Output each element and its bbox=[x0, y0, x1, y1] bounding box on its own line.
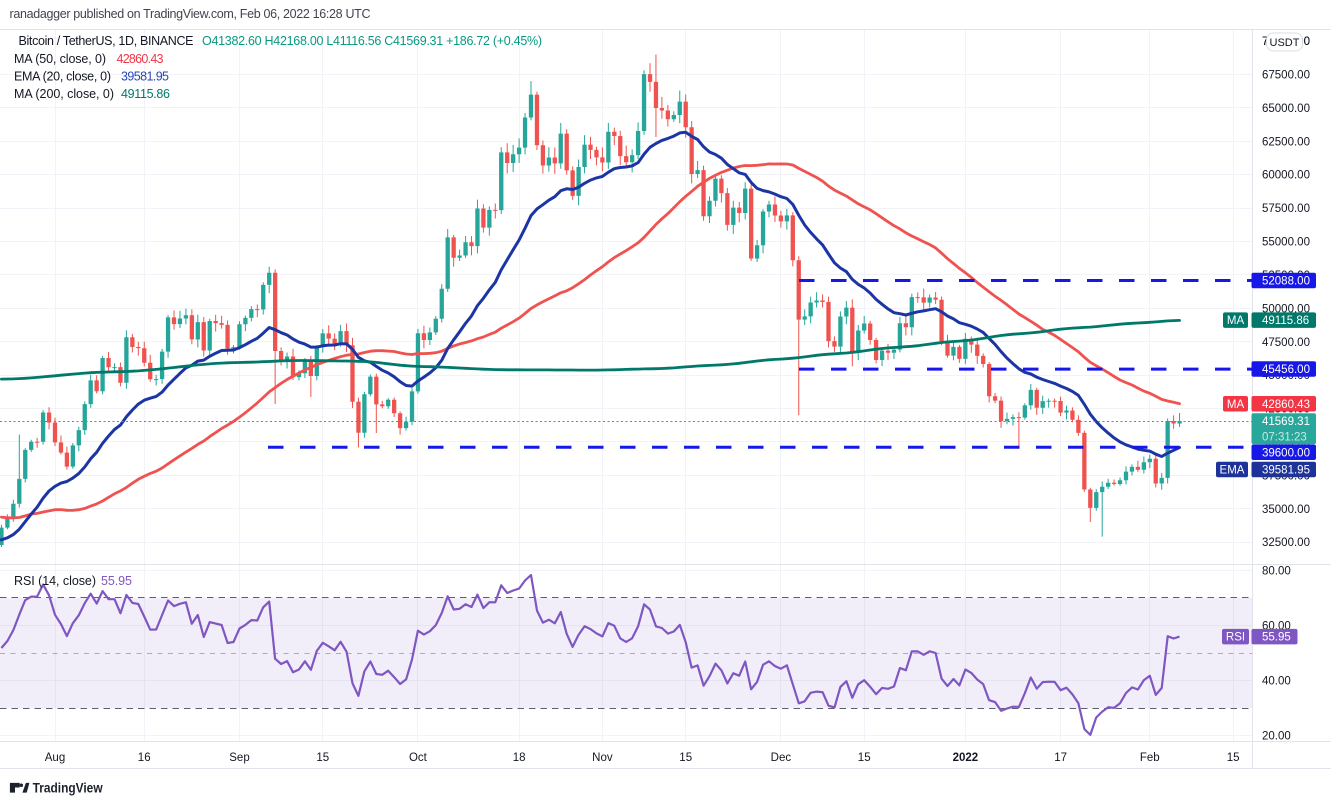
svg-text:20.00: 20.00 bbox=[1262, 731, 1291, 743]
svg-text:42860.43: 42860.43 bbox=[117, 52, 164, 66]
svg-text:55.95: 55.95 bbox=[101, 574, 132, 588]
svg-text:45456.00: 45456.00 bbox=[1262, 364, 1310, 376]
svg-text:17: 17 bbox=[1054, 752, 1067, 764]
svg-text:EMA: EMA bbox=[1220, 464, 1245, 476]
svg-text:15: 15 bbox=[1227, 752, 1240, 764]
svg-text:Nov: Nov bbox=[592, 752, 613, 764]
svg-text:MA (50, close, 0): MA (50, close, 0) bbox=[14, 52, 106, 66]
svg-text:O41382.60 H42168.00 L41116.5: O41382.60 H42168.00 L41116.56 C41569.31 … bbox=[202, 34, 542, 48]
svg-text:42860.43: 42860.43 bbox=[1262, 399, 1310, 411]
svg-text:Dec: Dec bbox=[771, 752, 792, 764]
svg-text:62500.00: 62500.00 bbox=[1262, 136, 1310, 148]
svg-text:39581.95: 39581.95 bbox=[1262, 464, 1310, 476]
svg-text:40.00: 40.00 bbox=[1262, 676, 1291, 688]
svg-text:52088.00: 52088.00 bbox=[1262, 276, 1310, 288]
svg-text:2022: 2022 bbox=[953, 752, 979, 764]
svg-text:MA (200, close, 0): MA (200, close, 0) bbox=[14, 87, 114, 101]
svg-text:15: 15 bbox=[679, 752, 692, 764]
svg-text:Aug: Aug bbox=[45, 752, 65, 764]
svg-text:18: 18 bbox=[513, 752, 526, 764]
svg-text:47500.00: 47500.00 bbox=[1262, 337, 1310, 349]
svg-text:Feb: Feb bbox=[1140, 752, 1160, 764]
svg-text:60000.00: 60000.00 bbox=[1262, 170, 1310, 182]
svg-text:USDT: USDT bbox=[1270, 37, 1300, 49]
svg-text:65000.00: 65000.00 bbox=[1262, 103, 1310, 115]
svg-text:80.00: 80.00 bbox=[1262, 565, 1291, 577]
svg-text:07:31:23: 07:31:23 bbox=[1262, 431, 1307, 443]
svg-text:49115.86: 49115.86 bbox=[1262, 315, 1309, 327]
svg-text:Sep: Sep bbox=[229, 752, 249, 764]
svg-text:55000.00: 55000.00 bbox=[1262, 237, 1310, 249]
svg-text:39600.00: 39600.00 bbox=[1262, 447, 1310, 459]
svg-text:67500.00: 67500.00 bbox=[1262, 70, 1310, 82]
svg-text:RSI (14, close): RSI (14, close) bbox=[14, 574, 96, 588]
svg-text:Oct: Oct bbox=[409, 752, 428, 764]
svg-text:39581.95: 39581.95 bbox=[121, 70, 169, 84]
svg-text:MA: MA bbox=[1227, 399, 1245, 411]
svg-text:16: 16 bbox=[138, 752, 151, 764]
svg-text:RSI: RSI bbox=[1226, 632, 1245, 644]
svg-text:32500.00: 32500.00 bbox=[1262, 537, 1310, 549]
svg-text:ranadagger published on Tradin: ranadagger published on TradingView.com,… bbox=[10, 7, 371, 21]
svg-text:Bitcoin / TetherUS, 1D, BINANC: Bitcoin / TetherUS, 1D, BINANCE bbox=[19, 34, 194, 48]
svg-text:15: 15 bbox=[316, 752, 329, 764]
svg-text:35000.00: 35000.00 bbox=[1262, 504, 1310, 516]
svg-text:49115.86: 49115.86 bbox=[121, 87, 170, 101]
svg-text:41569.31: 41569.31 bbox=[1262, 416, 1310, 428]
svg-text:15: 15 bbox=[858, 752, 871, 764]
svg-text:TradingView: TradingView bbox=[33, 781, 103, 796]
svg-text:EMA (20, close, 0): EMA (20, close, 0) bbox=[14, 70, 111, 84]
svg-text:57500.00: 57500.00 bbox=[1262, 203, 1310, 215]
svg-text:55.95: 55.95 bbox=[1262, 632, 1291, 644]
svg-text:MA: MA bbox=[1227, 315, 1245, 327]
